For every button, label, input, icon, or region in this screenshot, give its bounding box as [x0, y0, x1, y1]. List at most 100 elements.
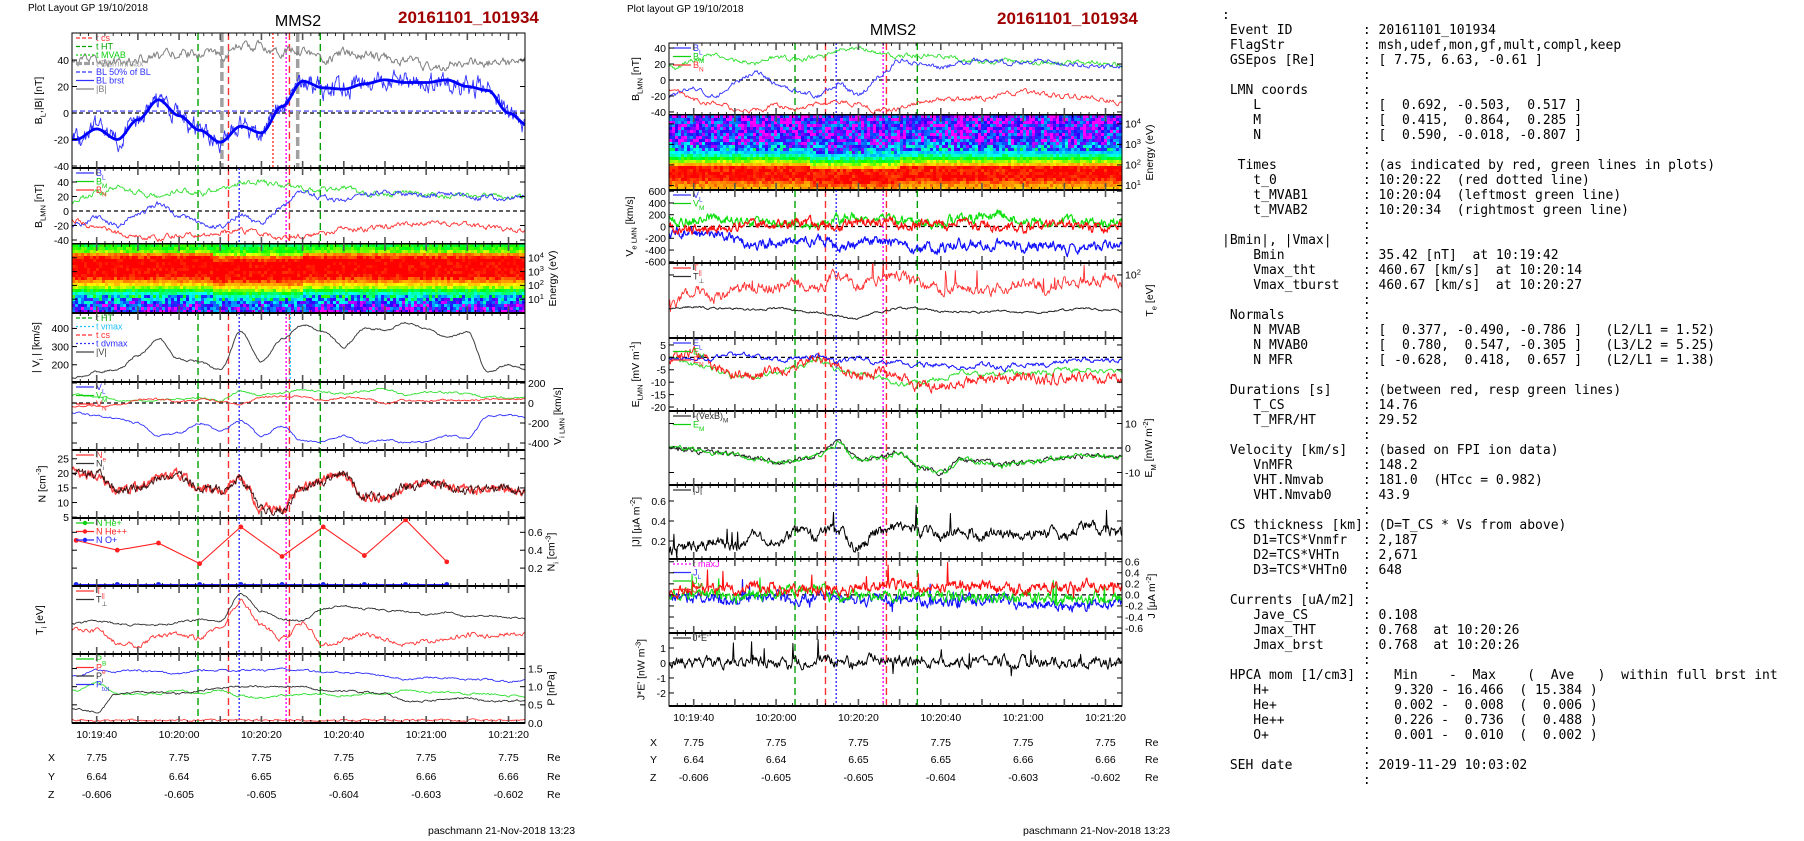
spectrogram-cell: [78, 250, 82, 254]
spectrogram-cell: [414, 298, 418, 302]
spectrogram-cell: [345, 253, 349, 257]
spectrogram-cell: [441, 283, 445, 287]
spectrogram-cell: [423, 253, 427, 257]
spectrogram-cell: [519, 307, 523, 311]
spectrogram-cell: [249, 268, 253, 272]
spectrogram-cell: [87, 268, 91, 272]
spectrogram-cell: [360, 244, 364, 248]
spectrogram-cell: [72, 280, 76, 284]
spectrogram-cell: [504, 247, 508, 251]
x-tick-label: 10:21:20: [488, 729, 529, 741]
spectrogram-cell: [393, 262, 397, 266]
spectrogram-cell: [93, 256, 97, 260]
spectrogram-cell: [129, 280, 133, 284]
spectrogram-cell: [432, 262, 436, 266]
spectrogram-cell: [261, 283, 265, 287]
spectrogram-cell: [510, 265, 514, 269]
spectrogram-cell: [285, 268, 289, 272]
spectrogram-cell: [234, 250, 238, 254]
spectrogram-cell: [324, 298, 328, 302]
spectrogram-cell: [408, 289, 412, 293]
spectrogram-cell: [228, 301, 232, 305]
spectrogram-cell: [291, 271, 295, 275]
spectrogram-cell: [351, 250, 355, 254]
label-part: BL 50% of BL: [96, 67, 151, 77]
spectrogram-cell: [258, 310, 262, 313]
label-part: T: [96, 586, 102, 596]
spectrogram-cell: [363, 244, 367, 248]
spectrogram-cell: [492, 268, 496, 272]
spectrogram-cell: [78, 283, 82, 287]
spectrogram-cell: [210, 256, 214, 260]
spectrogram-cell: [267, 265, 271, 269]
spectrogram-cell: [357, 286, 361, 290]
spectrogram-cell: [186, 301, 190, 305]
spectrogram-cell: [507, 265, 511, 269]
spectrogram-cell: [183, 277, 187, 281]
spectrogram-cell: [195, 292, 199, 296]
spectrogram-cell: [138, 256, 142, 260]
spectrogram-cell: [177, 271, 181, 275]
y-tick-label: 200: [528, 378, 546, 390]
spectrogram-cell: [390, 250, 394, 254]
spectrogram-cell: [90, 259, 94, 263]
spectrogram-cell: [144, 253, 148, 257]
spectrogram-cell: [186, 274, 190, 278]
spectrogram-cell: [303, 274, 307, 278]
spectrogram-cell: [237, 271, 241, 275]
label-part: tot: [102, 686, 109, 693]
spectrogram-cell: [354, 304, 358, 308]
spectrogram-cell: [123, 283, 127, 287]
spectrogram-cell: [105, 265, 109, 269]
spectrogram-cell: [324, 256, 328, 260]
spectrogram-cell: [225, 256, 229, 260]
spectrogram-cell: [168, 250, 172, 254]
label-part: 20: [57, 468, 69, 480]
spectrogram-cell: [492, 274, 496, 278]
spectrogram-cell: [177, 286, 181, 290]
spectrogram-cell: [441, 301, 445, 305]
spectrogram-cell: [90, 271, 94, 275]
label-part: Re: [547, 752, 561, 764]
spectrogram-cell: [417, 307, 421, 311]
spectrogram-cell: [75, 268, 79, 272]
spectrogram-cell: [75, 292, 79, 296]
label-part: V: [552, 438, 564, 445]
spectrogram-cell: [477, 301, 481, 305]
spectrogram-cell: [216, 280, 220, 284]
spectrogram-cell: [519, 280, 523, 284]
legend-label: T||: [96, 586, 105, 599]
spectrogram-cell: [180, 289, 184, 293]
spectrogram-cell: [129, 283, 133, 287]
spectrogram-cell: [231, 268, 235, 272]
spectrogram-cell: [474, 277, 478, 281]
spectrogram-cell: [72, 301, 76, 305]
spectrogram-cell: [204, 310, 208, 313]
spectrogram-cell: [159, 277, 163, 281]
spectrogram-cell: [258, 265, 262, 269]
spectrogram-cell: [396, 283, 400, 287]
spectrogram-cell: [222, 280, 226, 284]
spectrogram-cell: [462, 283, 466, 287]
spectrogram-cell: [504, 262, 508, 266]
spectrogram-cell: [306, 265, 310, 269]
spectrogram-cell: [351, 265, 355, 269]
spectrogram-cell: [303, 253, 307, 257]
spectrogram-cell: [498, 310, 502, 313]
spectrogram-cell: [321, 259, 325, 263]
spectrogram-cell: [240, 253, 244, 257]
spectrogram-cell: [90, 283, 94, 287]
spectrogram-cell: [459, 253, 463, 257]
spectrogram-cell: [348, 271, 352, 275]
spectrogram-cell: [411, 310, 415, 313]
spectrogram-cell: [285, 280, 289, 284]
spectrogram-cell: [372, 301, 376, 305]
spectrogram-cell: [303, 289, 307, 293]
spectrogram-cell: [486, 271, 490, 275]
spectrogram-cell: [381, 286, 385, 290]
spectrogram-cell: [471, 277, 475, 281]
spectrogram-cell: [246, 295, 250, 299]
spectrogram-cell: [405, 265, 409, 269]
spectrogram-cell: [483, 262, 487, 266]
spectrogram-cell: [444, 250, 448, 254]
